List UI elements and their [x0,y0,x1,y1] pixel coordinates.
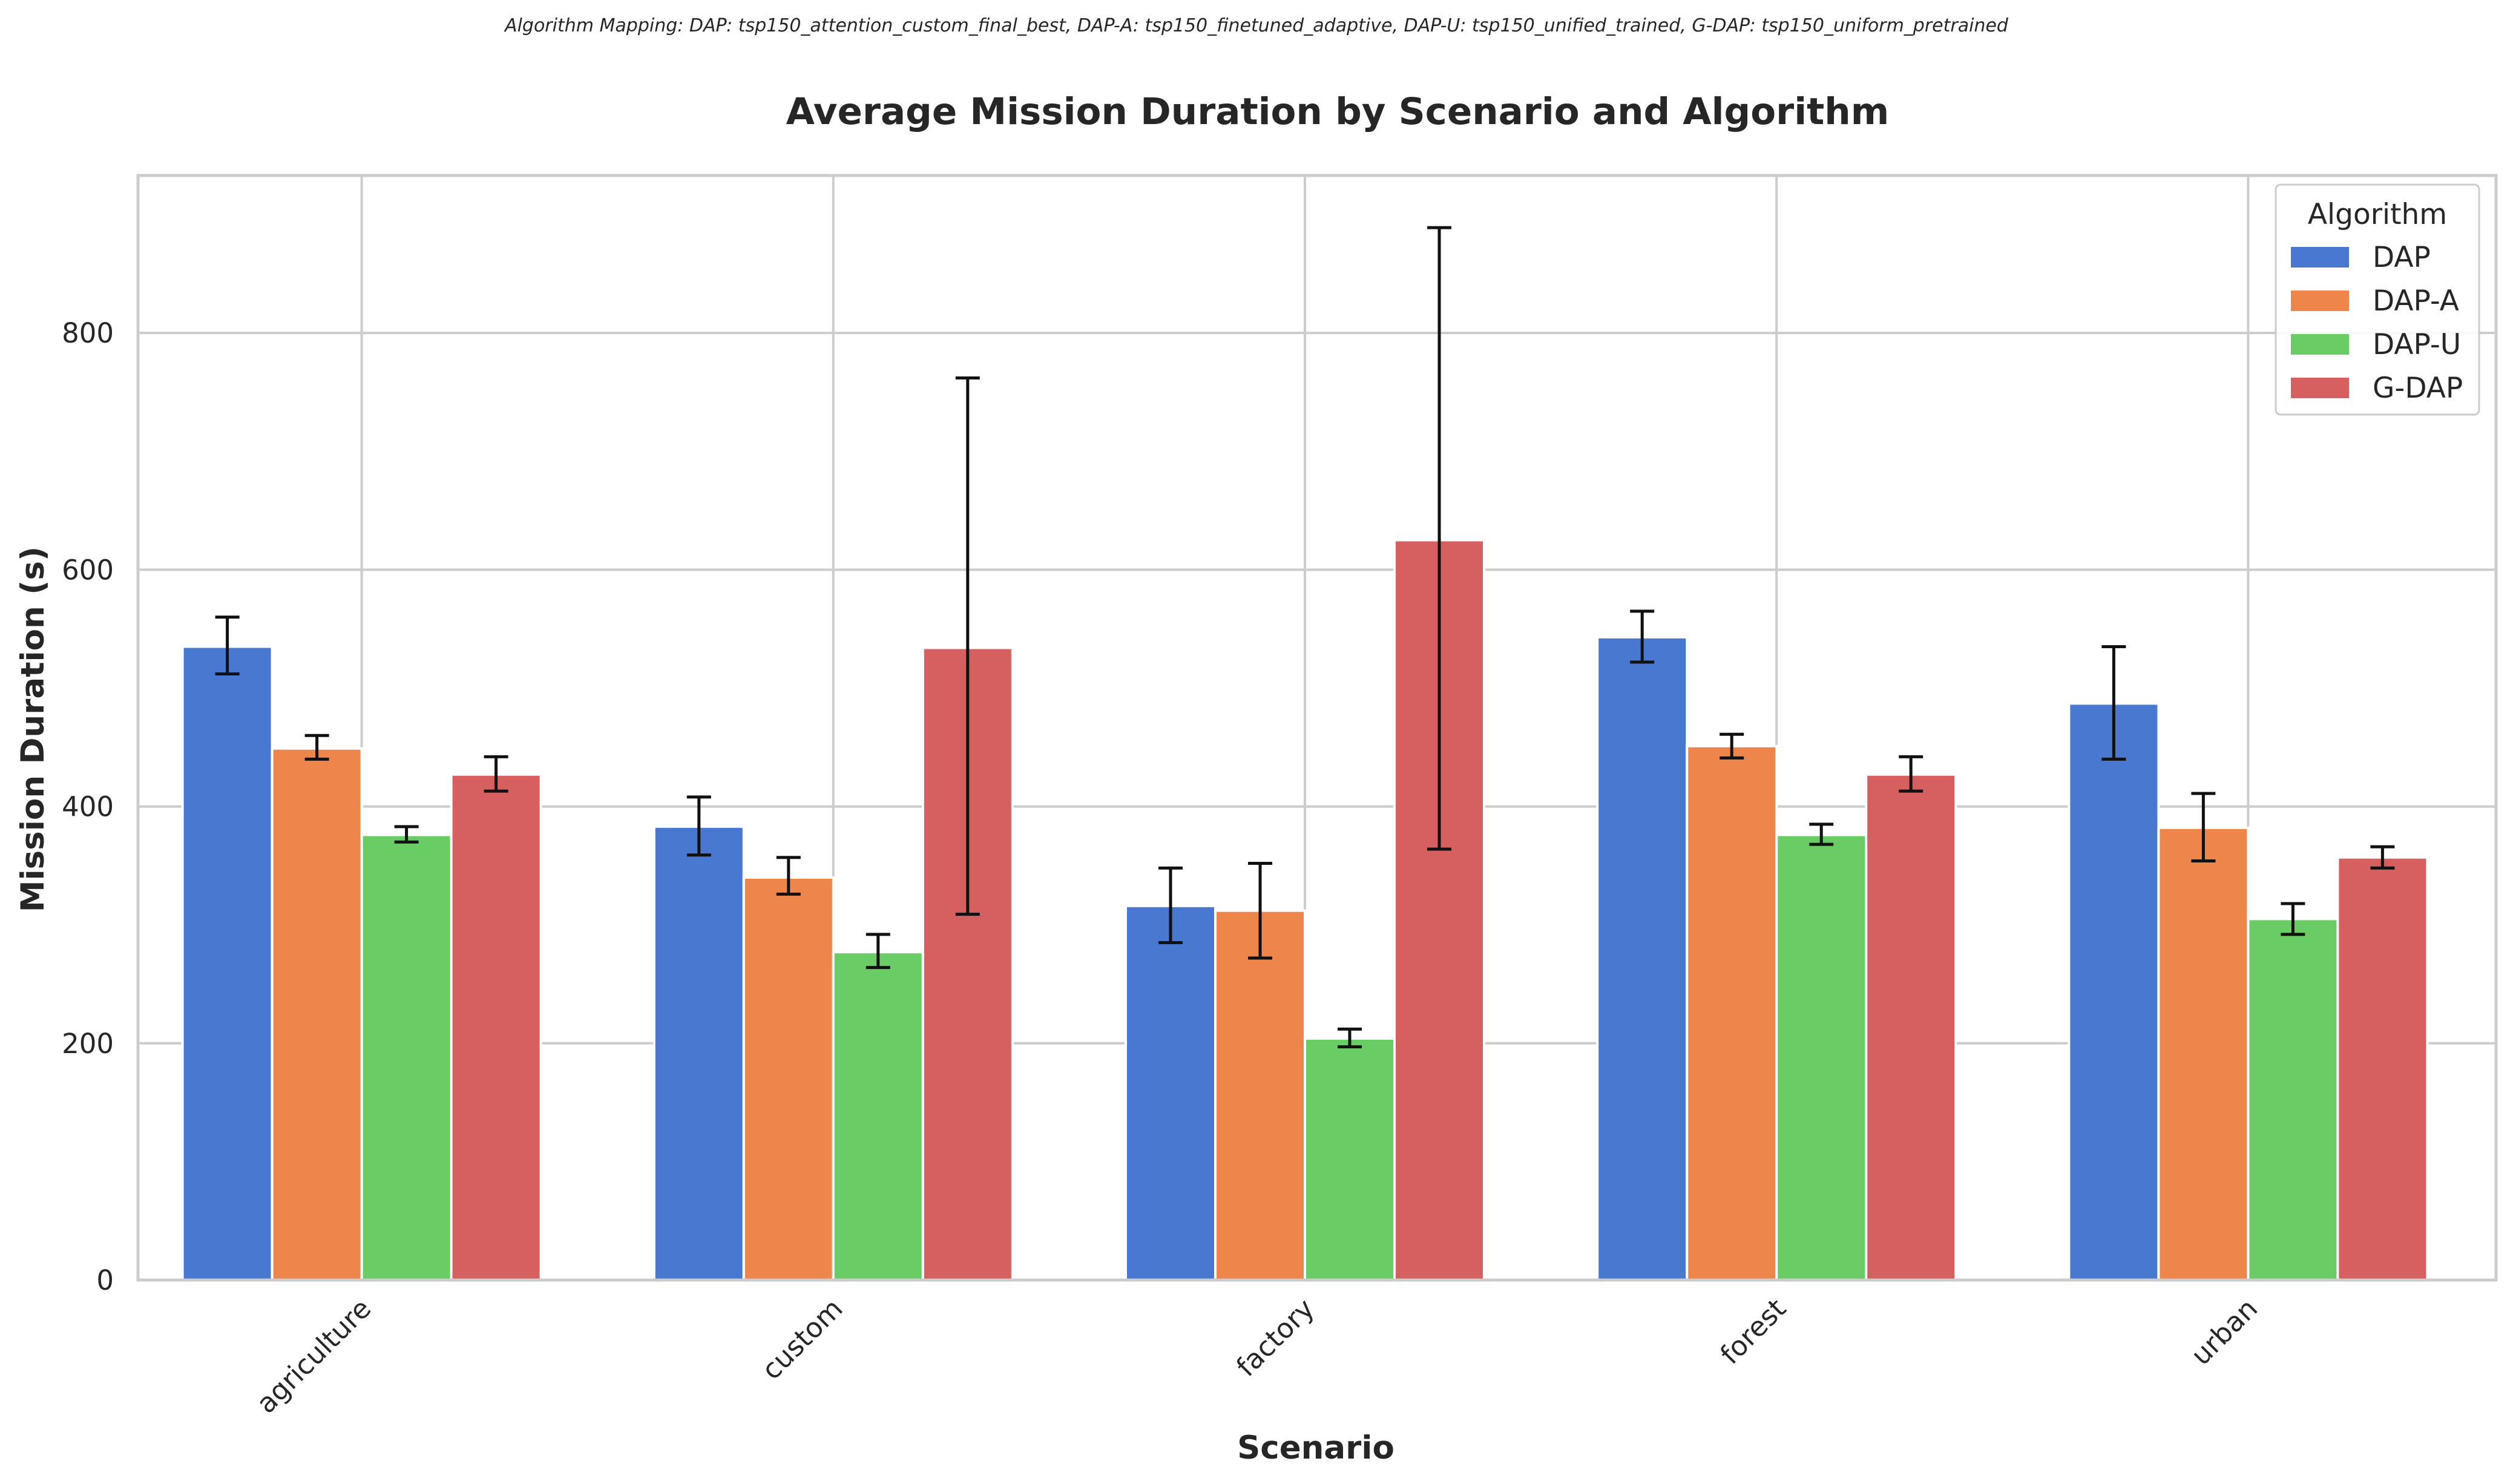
y-axis-label: Mission Duration (s) [15,547,51,912]
error-bars-layer [215,226,2395,1049]
x-tick-label: factory [1230,1292,1321,1383]
chart-title: Average Mission Duration by Scenario and… [786,90,1890,133]
legend-swatch [2291,291,2349,311]
error-bar-dap-u-agriculture [394,825,419,844]
bar-dap-agriculture [181,645,274,1281]
bar-dap-a-custom [742,876,835,1281]
x-tick-label: forest [1714,1292,1792,1370]
error-bar-dap-urban [2101,645,2126,761]
error-bar-dap-agriculture [215,616,240,675]
y-tick-label: 0 [96,1264,114,1296]
y-tick-label: 600 [62,554,114,586]
bar-dap-u-custom [832,951,924,1282]
plot-frame [136,174,2498,1282]
bar-dap-urban [2068,702,2160,1281]
error-bar-g-dap-factory [1427,226,1451,851]
error-bar-g-dap-forest [1899,755,1923,793]
y-axis-ticks: 0 200 400 600 800 [62,317,114,1296]
legend-label: G-DAP [2373,372,2463,405]
bar-dap-a-urban [2157,826,2250,1282]
error-bar-dap-u-custom [866,933,890,970]
legend-item-g-dap: G-DAP [2291,372,2463,405]
bar-dap-u-forest [1775,833,1868,1281]
error-bar-dap-u-factory [1338,1027,1362,1049]
legend-label: DAP-A [2373,284,2459,318]
bar-dap-a-forest [1686,744,1778,1281]
legend-swatch [2291,378,2349,398]
x-tick-label: custom [755,1292,849,1386]
bar-dap-u-factory [1304,1037,1396,1281]
x-axis-ticks: agriculture custom factory forest urban [250,1292,2264,1419]
error-bar-dap-a-urban [2191,792,2216,863]
legend-swatch [2291,334,2349,355]
y-tick-label: 800 [62,317,114,349]
error-bar-dap-forest [1630,609,1655,664]
error-bar-g-dap-custom [955,376,980,916]
error-bar-dap-a-factory [1248,861,1272,960]
error-bar-dap-a-custom [776,856,801,896]
bar-dap-custom [652,825,745,1282]
legend-title: Algorithm [2308,198,2447,231]
error-bar-dap-a-forest [1720,732,1744,760]
y-tick-label: 200 [62,1028,114,1060]
bar-dap-u-urban [2247,918,2339,1281]
legend-label: DAP [2373,241,2431,274]
bar-dap-a-factory [1214,909,1306,1281]
bar-dap-factory [1125,904,1217,1281]
error-bar-dap-u-urban [2281,902,2305,936]
x-axis-label: Scenario [1237,1430,1394,1466]
x-tick-label: urban [2185,1292,2264,1371]
error-bar-dap-u-forest [1809,822,1834,846]
legend: Algorithm DAP DAP-A DAP-U G-DAP [2275,183,2480,416]
error-bar-dap-factory [1158,866,1183,945]
algorithm-mapping-note: Algorithm Mapping: DAP: tsp150_attention… [504,15,2009,36]
bar-g-dap-forest [1865,773,1957,1281]
error-bar-dap-custom [686,795,711,857]
error-bar-g-dap-urban [2370,845,2395,870]
legend-item-dap-a: DAP-A [2291,284,2459,318]
legend-label: DAP-U [2373,328,2461,361]
bar-dap-forest [1596,635,1689,1281]
legend-box [2275,183,2480,416]
bar-g-dap-agriculture [450,773,542,1281]
error-bar-dap-a-agriculture [304,734,329,761]
bar-dap-a-agriculture [271,747,363,1281]
legend-swatch [2291,247,2349,268]
y-tick-label: 400 [62,791,114,823]
legend-item-dap: DAP [2291,241,2431,274]
bars-layer [181,539,2429,1282]
x-tick-label: agriculture [250,1292,377,1419]
bar-dap-u-agriculture [360,833,453,1281]
legend-item-dap-u: DAP-U [2291,328,2461,361]
bar-g-dap-urban [2336,856,2429,1281]
error-bar-g-dap-agriculture [484,755,508,793]
